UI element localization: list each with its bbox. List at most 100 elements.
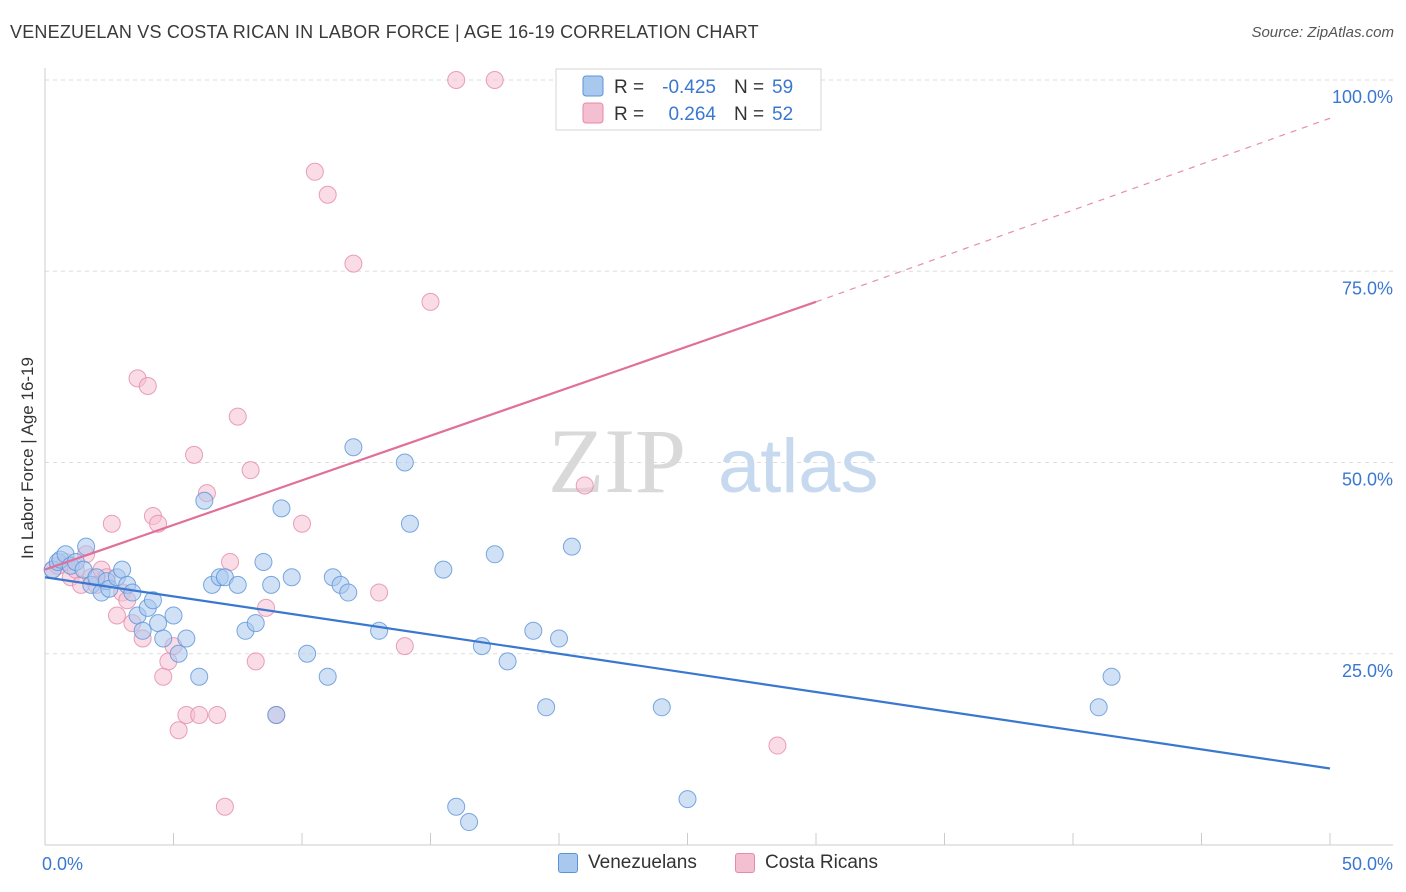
legend-pink-r-value: 0.264 <box>668 104 716 125</box>
data-point-costa-rican <box>395 637 414 656</box>
data-point-costa-rican <box>228 407 247 426</box>
legend-swatch-pink <box>582 102 604 124</box>
data-point-costa-rican <box>107 606 126 625</box>
data-point-venezuelan <box>262 575 281 594</box>
data-point-venezuelan <box>434 560 453 579</box>
grid-lines <box>45 79 1393 655</box>
y-tick-label: 25.0% <box>1342 661 1393 681</box>
data-point-venezuelan <box>298 644 317 663</box>
data-point-venezuelan <box>1102 667 1121 686</box>
data-point-costa-rican <box>208 705 227 724</box>
trend-line-costa-ricans-extension <box>815 117 1331 303</box>
data-point-costa-rican <box>221 552 240 571</box>
legend-pink-n-label: N = <box>734 104 764 125</box>
data-point-venezuelan <box>652 698 671 717</box>
data-point-venezuelan <box>550 629 568 648</box>
data-point-costa-rican <box>215 797 234 816</box>
data-point-costa-rican <box>318 185 337 204</box>
x-tick-label: 0.0% <box>42 854 83 874</box>
source-label: Source: ZipAtlas.com <box>1251 24 1394 41</box>
legend-pink-n-value: 52 <box>772 104 793 125</box>
legend-item-venezuelans[interactable]: Venezuelans <box>558 852 697 874</box>
legend-label-venezuelans: Venezuelans <box>588 852 697 873</box>
legend-swatch-blue <box>582 75 604 97</box>
data-point-venezuelan <box>177 629 196 648</box>
data-point-costa-rican <box>102 514 121 533</box>
trend-lines <box>44 117 1331 770</box>
data-point-costa-rican <box>241 461 260 480</box>
trend-line-costa-ricans <box>44 300 817 571</box>
data-point-costa-rican <box>185 445 204 464</box>
data-point-venezuelan <box>485 545 504 564</box>
data-point-costa-rican <box>293 514 311 533</box>
data-point-venezuelan <box>272 499 291 518</box>
data-point-costa-rican <box>257 598 276 617</box>
data-point-venezuelan <box>154 629 173 648</box>
data-point-costa-rican <box>344 254 363 273</box>
data-point-venezuelan <box>370 621 389 640</box>
legend-swatch-costa-ricans <box>735 853 755 873</box>
data-point-venezuelan <box>344 438 363 457</box>
legend-swatch-venezuelans <box>558 853 578 873</box>
data-point-venezuelan <box>246 614 265 633</box>
tick-labels: 25.0% 50.0% 75.0% 100.0% 0.0% 50.0% <box>42 87 1393 874</box>
data-point-costa-rican <box>154 667 173 686</box>
axes <box>44 68 1393 846</box>
data-point-venezuelan <box>400 514 419 533</box>
data-point-venezuelan <box>143 591 162 610</box>
data-point-venezuelan <box>318 667 337 686</box>
data-point-costa-rican <box>447 71 466 89</box>
legend-blue-n-value: 59 <box>772 77 793 98</box>
legend-blue-n-label: N = <box>734 77 764 98</box>
y-tick-label: 75.0% <box>1342 278 1393 298</box>
data-point-costa-rican <box>485 71 504 89</box>
trend-line-venezuelans <box>44 576 1331 770</box>
data-point-venezuelan <box>113 560 132 579</box>
data-point-costa-rican <box>768 736 787 755</box>
y-axis-label: In Labor Force | Age 16-19 <box>18 357 37 559</box>
data-point-venezuelan <box>195 491 214 510</box>
data-point-venezuelan <box>524 621 543 640</box>
legend-blue-r-label: R = <box>614 77 644 98</box>
data-point-venezuelan <box>1089 698 1108 717</box>
data-point-venezuelan <box>254 552 273 571</box>
data-point-costa-rican <box>190 705 209 724</box>
y-tick-label: 100.0% <box>1332 87 1393 107</box>
legend-box: R = -0.425 N = 59 R = 0.264 N = 52 <box>555 68 822 131</box>
legend-blue-r-value: -0.425 <box>662 77 716 98</box>
legend-label-costa-ricans: Costa Ricans <box>765 852 878 873</box>
data-point-venezuelan <box>123 583 142 602</box>
data-point-costa-rican <box>246 652 265 671</box>
data-point-venezuelan <box>228 575 247 594</box>
data-point-costa-rican <box>575 476 594 495</box>
data-point-costa-rican <box>421 292 440 311</box>
data-point-venezuelan <box>537 698 556 717</box>
data-point-costa-rican <box>138 377 157 395</box>
data-point-costa-rican <box>169 721 188 740</box>
data-point-venezuelan <box>678 790 697 809</box>
data-point-venezuelan <box>395 453 414 472</box>
data-point-venezuelan <box>267 705 286 724</box>
legend-pink-r-label: R = <box>614 104 644 125</box>
data-point-venezuelan <box>133 621 152 640</box>
data-point-costa-rican <box>370 583 389 602</box>
data-point-venezuelan <box>460 813 479 832</box>
data-point-venezuelan <box>472 637 491 656</box>
data-point-venezuelan <box>164 606 183 625</box>
venezuelan-points <box>43 438 1121 832</box>
watermark-zip: ZIP <box>548 410 686 512</box>
watermark-atlas: atlas <box>718 424 879 509</box>
x-tick-label: 50.0% <box>1342 854 1393 874</box>
data-point-venezuelan <box>149 614 168 633</box>
data-point-venezuelan <box>190 667 209 686</box>
data-point-costa-rican <box>305 162 324 181</box>
chart-title: VENEZUELAN VS COSTA RICAN IN LABOR FORCE… <box>10 22 759 42</box>
y-tick-label: 50.0% <box>1342 470 1393 490</box>
data-point-venezuelan <box>498 652 517 671</box>
legend-item-costa-ricans[interactable]: Costa Ricans <box>735 852 878 874</box>
data-point-venezuelan <box>282 568 301 587</box>
data-point-venezuelan <box>339 583 358 602</box>
data-point-venezuelan <box>447 797 466 816</box>
data-point-venezuelan <box>562 537 581 556</box>
